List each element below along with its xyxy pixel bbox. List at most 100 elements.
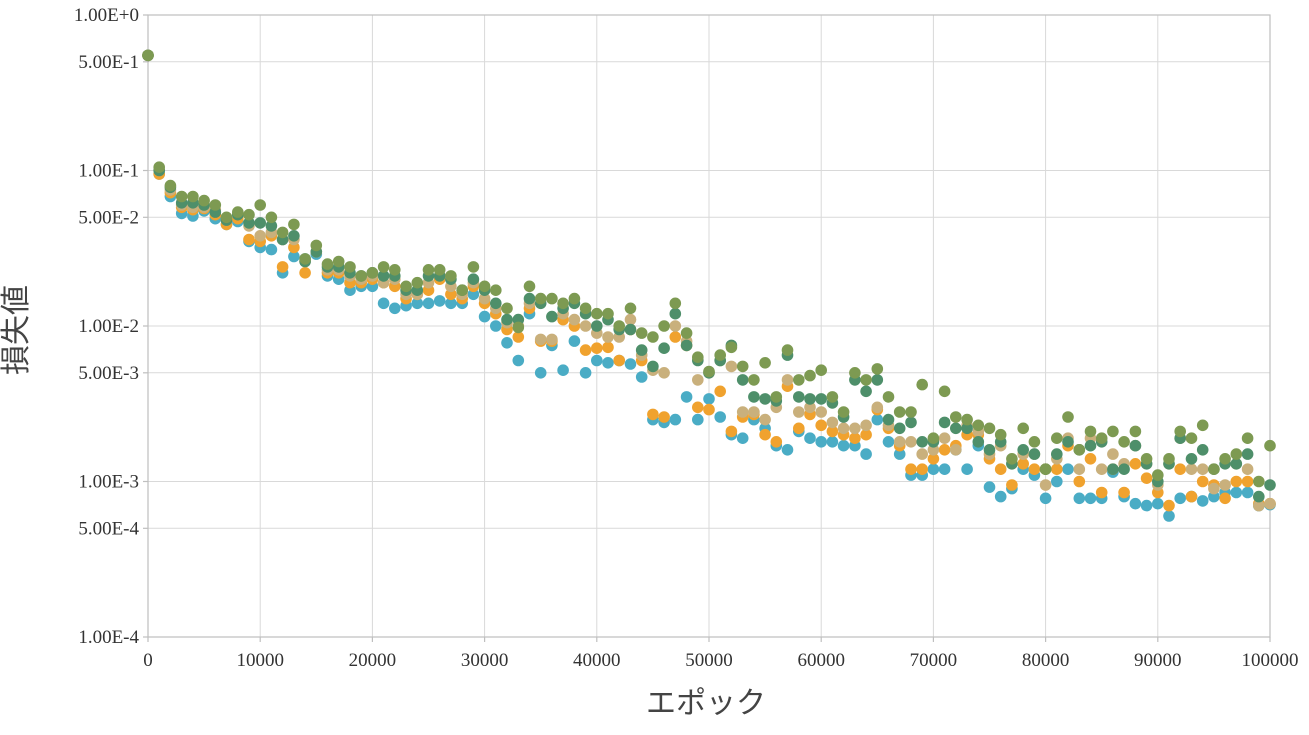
data-point <box>1051 432 1063 445</box>
data-point <box>815 436 827 448</box>
data-point <box>1196 419 1209 432</box>
y-tick-label: 5.00E-2 <box>78 207 139 228</box>
data-point <box>1241 463 1254 476</box>
data-point <box>344 261 356 273</box>
data-point <box>871 374 884 386</box>
data-point <box>445 288 457 301</box>
data-point <box>534 333 547 346</box>
x-tick-label: 20000 <box>349 650 397 671</box>
data-point <box>860 448 872 460</box>
x-tick-label: 10000 <box>236 650 284 671</box>
data-point <box>804 401 816 414</box>
data-point <box>501 302 513 315</box>
data-point <box>478 310 491 323</box>
data-point <box>254 199 266 211</box>
data-point <box>916 378 928 391</box>
data-point <box>748 374 760 386</box>
data-point <box>187 190 199 203</box>
data-point <box>265 211 278 224</box>
data-point <box>164 179 177 192</box>
data-point <box>781 344 794 356</box>
data-point <box>1129 425 1142 438</box>
data-point <box>433 295 446 307</box>
data-point <box>1118 463 1130 476</box>
data-point <box>1095 463 1108 476</box>
data-point <box>893 448 906 460</box>
data-point <box>1129 439 1142 452</box>
data-point <box>938 432 951 445</box>
data-point <box>624 302 637 315</box>
data-point <box>927 453 940 465</box>
data-point <box>860 419 872 432</box>
data-point <box>546 292 558 305</box>
data-point <box>288 218 300 231</box>
data-point <box>938 463 951 476</box>
y-axis-title: 損失値 <box>0 285 34 375</box>
data-point <box>815 419 827 432</box>
data-point <box>1062 436 1074 448</box>
data-point <box>1196 495 1209 507</box>
data-point <box>254 230 266 242</box>
data-point <box>692 351 704 364</box>
data-point <box>254 217 266 229</box>
data-point <box>1219 453 1231 465</box>
data-point <box>916 436 928 448</box>
data-point <box>1140 453 1153 465</box>
data-point <box>1118 436 1130 448</box>
data-point <box>288 230 300 242</box>
data-point <box>736 432 749 445</box>
data-point <box>1073 492 1086 505</box>
data-point <box>1241 486 1254 499</box>
data-point <box>905 416 917 429</box>
data-point <box>1129 458 1142 470</box>
data-point <box>1006 453 1018 465</box>
data-point <box>624 313 637 326</box>
data-point <box>692 374 704 386</box>
data-point <box>1051 463 1063 476</box>
data-point <box>1253 475 1265 488</box>
data-point <box>209 199 222 211</box>
data-point <box>389 264 401 276</box>
data-point <box>467 273 480 286</box>
data-point <box>781 444 794 456</box>
data-point <box>647 360 659 373</box>
y-tick-label: 1.00E-2 <box>78 316 139 337</box>
data-point <box>669 320 682 332</box>
data-point <box>736 406 749 418</box>
data-point <box>557 364 569 377</box>
data-point <box>602 331 614 343</box>
data-point <box>759 428 771 441</box>
data-point <box>1264 439 1276 452</box>
data-point <box>512 354 525 367</box>
data-point <box>692 413 704 426</box>
data-point <box>781 374 794 386</box>
data-point <box>1185 490 1198 503</box>
data-point <box>1006 479 1018 491</box>
data-point <box>882 436 895 448</box>
data-point <box>288 250 300 263</box>
data-point <box>1039 463 1052 476</box>
data-point <box>736 374 749 386</box>
data-point <box>523 280 536 293</box>
x-tick-label: 70000 <box>910 650 958 671</box>
data-point <box>770 436 783 448</box>
data-point <box>994 428 1007 441</box>
data-point <box>905 436 917 448</box>
data-point <box>793 422 805 435</box>
data-point <box>175 190 188 203</box>
x-tick-label: 100000 <box>1242 650 1299 671</box>
data-point <box>893 422 906 435</box>
data-point <box>871 401 884 414</box>
data-point <box>1107 463 1119 476</box>
data-point <box>938 444 951 456</box>
data-point <box>770 391 783 403</box>
data-point <box>1107 448 1119 460</box>
data-point <box>1073 463 1086 476</box>
data-point <box>680 327 693 339</box>
data-point <box>501 337 513 349</box>
data-point <box>490 297 502 310</box>
data-point <box>624 323 637 336</box>
data-point <box>243 233 255 246</box>
data-point <box>748 406 760 418</box>
data-point <box>1017 458 1029 470</box>
